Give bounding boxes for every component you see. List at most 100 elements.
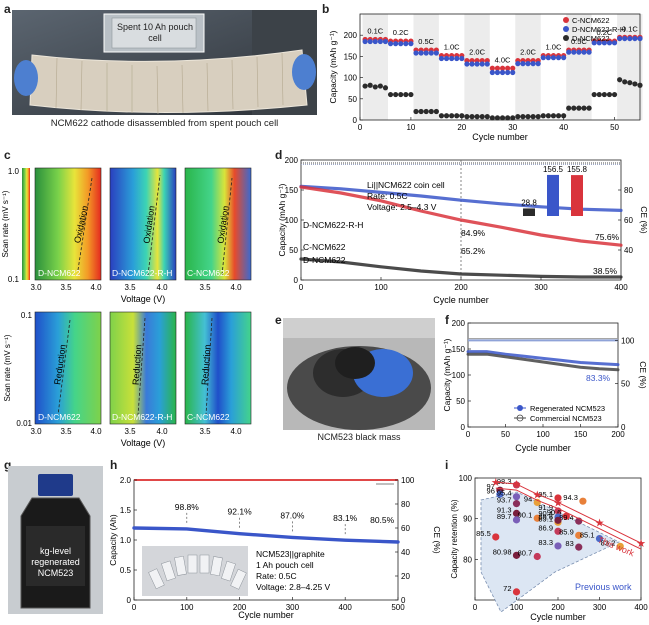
sample-name-top-2: D-NCM622-R-H xyxy=(112,268,172,278)
f-xlabel: Cycle number xyxy=(515,443,571,453)
rate-point-d-ncm622 xyxy=(555,113,562,119)
rate-point-d-ncm622 xyxy=(576,105,582,111)
h-ytick-label: 1.0 xyxy=(120,536,132,545)
rate-point-d-ncm622-r-h xyxy=(423,50,429,56)
rate-point-d-ncm622-r-h xyxy=(611,40,618,46)
b-legend-marker xyxy=(563,26,569,32)
rate-point-d-ncm622-r-h xyxy=(499,69,506,76)
rate-point-d-ncm622-r-h xyxy=(627,35,633,42)
d-annotation-385: 38.5% xyxy=(593,266,618,276)
rate-point-d-ncm622-r-h xyxy=(617,35,623,42)
f-legend-regenerated: Regenerated NCM523 xyxy=(530,404,605,413)
h-xtick-label: 0 xyxy=(132,603,137,612)
rate-point-d-ncm622-r-h xyxy=(545,55,551,61)
c-top-xtick: 4.0 xyxy=(230,283,242,292)
previous-work-point xyxy=(512,509,521,517)
rate-point-d-ncm622 xyxy=(591,91,597,98)
reduction-label-3: Reduction xyxy=(200,344,213,385)
rate-label: 2.0C xyxy=(469,48,485,57)
b-legend-label: D-NCM622 xyxy=(572,34,610,43)
rate-point-d-ncm622-r-h xyxy=(382,38,389,45)
d-ylabel: Capacity (mAh g⁻¹) xyxy=(277,183,287,256)
rate-point-d-ncm622-r-h xyxy=(377,38,383,45)
f-xtick-label: 50 xyxy=(501,430,510,439)
d-y2tick-label: 60 xyxy=(624,216,633,225)
panel-label-h: h xyxy=(110,458,118,472)
previous-work-value: 90.4 xyxy=(538,509,553,518)
b-legend-marker xyxy=(563,17,569,23)
d-y2tick-label: 80 xyxy=(624,186,633,195)
rate-point-d-ncm622 xyxy=(606,91,613,98)
rate-point-d-ncm622-r-h xyxy=(510,69,516,76)
heatmap-oxidation-d-ncm622 xyxy=(34,167,102,281)
h-ytick-label: 2.0 xyxy=(120,476,132,485)
rate-point-d-ncm622 xyxy=(398,91,404,98)
rate-point-d-ncm622-r-h xyxy=(550,55,557,61)
rate-point-d-ncm622-r-h xyxy=(586,49,592,55)
c-bottom-xtick: 4.0 xyxy=(90,427,102,436)
h-ytick-label: 0 xyxy=(127,596,132,605)
i-xtick-label: 400 xyxy=(634,603,648,612)
d-inset-bar xyxy=(547,174,559,216)
previous-work-value: 93.7 xyxy=(497,496,512,505)
bottle-label-line-3: NCM523 xyxy=(37,568,74,578)
c-top-xtick: 3.5 xyxy=(60,283,72,292)
previous-work-value: 89.7 xyxy=(497,512,512,521)
rate-chart: 0 50 100 150 200 0 10 20 30 40 50 0.1C 0.2C 0.5C 1.0… xyxy=(328,13,643,142)
rate-point-d-ncm622-r-h xyxy=(449,55,455,62)
rate-point-d-ncm622-r-h xyxy=(459,55,465,62)
panel-label-d: d xyxy=(275,148,283,162)
previous-work-value: 90.1 xyxy=(518,510,533,519)
h-annotation: 80.5% xyxy=(370,515,395,525)
d-xtick-label: 400 xyxy=(614,283,628,292)
sample-name-top-1: D-NCM622 xyxy=(38,268,81,278)
h-info-line-2: 1 Ah pouch cell xyxy=(256,560,314,570)
panel-label-e: e xyxy=(275,313,282,327)
previous-work-point xyxy=(554,542,562,550)
rate-point-d-ncm622-r-h xyxy=(622,35,628,42)
sample-name-bottom-3: C-NCM622 xyxy=(187,412,230,422)
h-y2tick-label: 40 xyxy=(401,548,410,557)
d-xlabel: Cycle number xyxy=(433,295,489,305)
f-annotation: 83.3% xyxy=(586,373,611,383)
previous-work-value: 83.2 xyxy=(601,538,616,547)
pouch-cell-chart: 0 0.5 1.0 1.5 2.0 0 20 40 60 80 100 0 100 200 300 400… xyxy=(108,476,442,620)
rate-point-d-ncm622-r-h xyxy=(393,41,399,47)
i-ytick-label: 80 xyxy=(463,555,472,564)
cv-heatmaps: Oxidation Oxidation Oxidation Reduction … xyxy=(1,167,252,448)
d-xtick-label: 0 xyxy=(299,283,304,292)
d-series-d-ncm622-r-h xyxy=(299,184,623,212)
rate-point-d-ncm622 xyxy=(515,114,521,120)
c-bottom-ytick-2: 0.01 xyxy=(16,419,32,428)
h-capacity-line xyxy=(132,526,400,544)
panel-label-b: b xyxy=(322,2,330,16)
d-info-line-3: Voltage: 2.5–4.3 V xyxy=(367,202,437,212)
c-bottom-ylabel: Scan rate (mV s⁻¹) xyxy=(3,334,12,401)
rate-label: 0.5C xyxy=(418,37,434,46)
rate-point-d-ncm622 xyxy=(474,114,480,120)
photo-bottle: kg-level regenerated NCM523 xyxy=(8,466,103,614)
rate-point-d-ncm622-r-h xyxy=(403,41,409,47)
c-bottom-xlabel: Voltage (V) xyxy=(121,438,166,448)
d-info-line-1: Li||NCM622 coin cell xyxy=(367,180,445,190)
rate-label: 1.0C xyxy=(444,43,460,52)
i-xtick-label: 0 xyxy=(473,603,478,612)
c-top-xtick: 3.5 xyxy=(124,283,136,292)
c-top-xtick: 3.0 xyxy=(30,283,42,292)
rate-band xyxy=(362,14,388,120)
rate-point-d-ncm622-r-h xyxy=(637,35,643,42)
rate-point-d-ncm622-r-h xyxy=(464,61,470,67)
rate-point-d-ncm622 xyxy=(372,84,378,90)
bottle-label-line-1: kg-level xyxy=(39,546,71,556)
f-legend-commercial: Commercial NCM523 xyxy=(530,414,602,423)
b-ytick-label: 0 xyxy=(353,116,358,125)
f-series-line xyxy=(466,350,620,367)
this-work-star: ★ xyxy=(553,497,563,509)
h-annotation: 98.8% xyxy=(175,502,200,512)
i-xtick-label: 300 xyxy=(593,603,607,612)
h-y2tick-label: 20 xyxy=(401,572,410,581)
rate-point-d-ncm622 xyxy=(408,91,414,98)
rate-point-d-ncm622 xyxy=(617,77,623,83)
rate-point-d-ncm622 xyxy=(611,91,618,98)
rate-point-d-ncm622-r-h xyxy=(362,38,368,45)
